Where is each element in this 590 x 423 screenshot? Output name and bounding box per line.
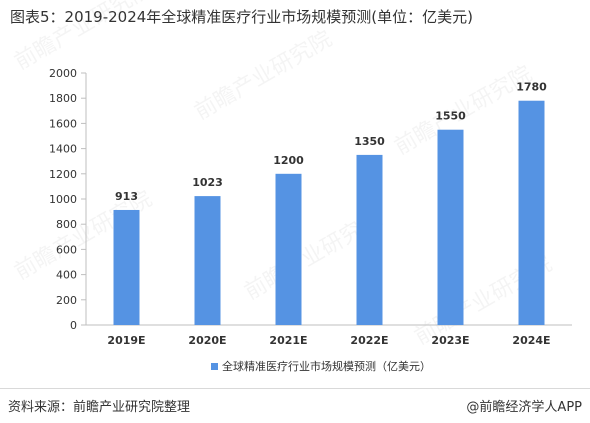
- x-tick-label: 2024E: [512, 334, 550, 347]
- y-tick-label: 2000: [49, 67, 77, 80]
- bar: [194, 196, 221, 325]
- x-tick-label: 2023E: [431, 334, 469, 347]
- watermark-text: 前瞻产业研究院: [191, 27, 337, 126]
- y-tick-label: 1800: [49, 92, 77, 105]
- watermark-text: 前瞻产业研究院: [11, 0, 157, 75]
- legend-label: 全球精准医疗行业市场规模预测（亿美元）: [222, 359, 431, 373]
- data-label: 1200: [273, 154, 304, 167]
- y-tick-label: 0: [70, 319, 77, 332]
- y-tick-label: 1000: [49, 193, 77, 206]
- x-axis: 2019E 2020E 2021E 2022E 2023E 2024E: [86, 324, 572, 347]
- data-label: 1350: [354, 135, 385, 148]
- footer: 资料来源：前瞻产业研究院整理 @前瞻经济学人APP: [0, 388, 590, 423]
- bar: [518, 100, 545, 325]
- data-label: 913: [115, 190, 138, 203]
- x-tick-label: 2022E: [350, 334, 388, 347]
- x-tick-label: 2019E: [107, 334, 145, 347]
- bar: [437, 129, 464, 325]
- y-tick-label: 200: [56, 294, 77, 307]
- y-tick-label: 1600: [49, 117, 77, 130]
- x-tick-label: 2021E: [269, 334, 307, 347]
- y-tick-label: 800: [56, 218, 77, 231]
- brand-credit: @前瞻经济学人APP: [466, 400, 582, 415]
- legend-swatch: [211, 363, 218, 370]
- data-label: 1780: [516, 81, 547, 94]
- y-tick-label: 400: [56, 269, 77, 282]
- bars: 913 1023 1200 1350 1550 1780: [113, 81, 547, 325]
- footer-divider: [0, 388, 590, 389]
- data-label: 1023: [192, 176, 223, 189]
- bar: [356, 154, 383, 325]
- bar: [113, 209, 140, 325]
- source-note: 资料来源：前瞻产业研究院整理: [8, 400, 191, 415]
- y-tick-label: 600: [56, 243, 77, 256]
- bar: [275, 173, 302, 325]
- x-tick-label: 2020E: [188, 334, 226, 347]
- chart-title: 图表5：2019-2024年全球精准医疗行业市场规模预测(单位：亿美元): [10, 8, 474, 26]
- legend: 全球精准医疗行业市场规模预测（亿美元）: [211, 359, 431, 373]
- data-label: 1550: [435, 110, 466, 123]
- y-tick-label: 1400: [49, 143, 77, 156]
- y-axis: 0 200 400 600 800 1000 1200 1400 1600 1800 2000: [49, 67, 87, 332]
- y-tick-label: 1200: [49, 168, 77, 181]
